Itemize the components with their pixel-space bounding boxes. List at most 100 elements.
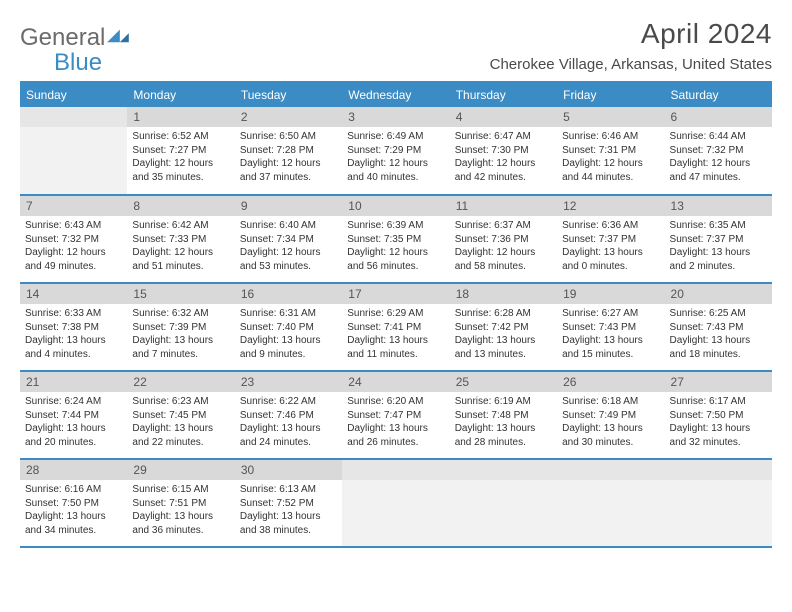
calendar-day-cell: 2Sunrise: 6:50 AMSunset: 7:28 PMDaylight… [235, 107, 342, 195]
calendar-day-cell: 12Sunrise: 6:36 AMSunset: 7:37 PMDayligh… [557, 195, 664, 283]
sunset-line: Sunset: 7:30 PM [455, 144, 552, 158]
daylight-line: Daylight: 13 hours and 20 minutes. [25, 422, 122, 449]
daylight-line: Daylight: 13 hours and 24 minutes. [240, 422, 337, 449]
sunset-line: Sunset: 7:50 PM [670, 409, 767, 423]
sunset-line: Sunset: 7:33 PM [132, 233, 229, 247]
calendar-body: 1Sunrise: 6:52 AMSunset: 7:27 PMDaylight… [20, 107, 772, 547]
calendar-week-row: 21Sunrise: 6:24 AMSunset: 7:44 PMDayligh… [20, 371, 772, 459]
daylight-line: Daylight: 13 hours and 26 minutes. [347, 422, 444, 449]
sunrise-line: Sunrise: 6:17 AM [670, 395, 767, 409]
day-number: 28 [20, 460, 127, 480]
sunrise-line: Sunrise: 6:27 AM [562, 307, 659, 321]
day-number: 7 [20, 196, 127, 216]
calendar-day-cell [450, 459, 557, 547]
weekday-header: Thursday [450, 83, 557, 107]
weekday-header: Monday [127, 83, 234, 107]
calendar-day-cell: 9Sunrise: 6:40 AMSunset: 7:34 PMDaylight… [235, 195, 342, 283]
sunset-line: Sunset: 7:35 PM [347, 233, 444, 247]
sunrise-line: Sunrise: 6:50 AM [240, 130, 337, 144]
daylight-line: Daylight: 12 hours and 56 minutes. [347, 246, 444, 273]
sunset-line: Sunset: 7:38 PM [25, 321, 122, 335]
brand-part2: Blue [54, 49, 102, 77]
day-details: Sunrise: 6:47 AMSunset: 7:30 PMDaylight:… [450, 127, 557, 188]
calendar-day-cell: 23Sunrise: 6:22 AMSunset: 7:46 PMDayligh… [235, 371, 342, 459]
calendar-day-cell: 8Sunrise: 6:42 AMSunset: 7:33 PMDaylight… [127, 195, 234, 283]
sunrise-line: Sunrise: 6:24 AM [25, 395, 122, 409]
sunrise-line: Sunrise: 6:20 AM [347, 395, 444, 409]
day-details: Sunrise: 6:16 AMSunset: 7:50 PMDaylight:… [20, 480, 127, 541]
day-number: 10 [342, 196, 449, 216]
weekday-header: Tuesday [235, 83, 342, 107]
day-number: 23 [235, 372, 342, 392]
sunrise-line: Sunrise: 6:33 AM [25, 307, 122, 321]
calendar-day-cell: 21Sunrise: 6:24 AMSunset: 7:44 PMDayligh… [20, 371, 127, 459]
sunrise-line: Sunrise: 6:13 AM [240, 483, 337, 497]
sunset-line: Sunset: 7:47 PM [347, 409, 444, 423]
day-details: Sunrise: 6:22 AMSunset: 7:46 PMDaylight:… [235, 392, 342, 453]
sunset-line: Sunset: 7:46 PM [240, 409, 337, 423]
daylight-line: Daylight: 13 hours and 18 minutes. [670, 334, 767, 361]
sunrise-line: Sunrise: 6:22 AM [240, 395, 337, 409]
sunrise-line: Sunrise: 6:18 AM [562, 395, 659, 409]
day-details: Sunrise: 6:37 AMSunset: 7:36 PMDaylight:… [450, 216, 557, 277]
sunset-line: Sunset: 7:45 PM [132, 409, 229, 423]
sunset-line: Sunset: 7:51 PM [132, 497, 229, 511]
day-number: 26 [557, 372, 664, 392]
calendar-day-cell: 20Sunrise: 6:25 AMSunset: 7:43 PMDayligh… [665, 283, 772, 371]
sunset-line: Sunset: 7:27 PM [132, 144, 229, 158]
sunset-line: Sunset: 7:52 PM [240, 497, 337, 511]
day-number: 16 [235, 284, 342, 304]
day-number: 9 [235, 196, 342, 216]
weekday-header: Wednesday [342, 83, 449, 107]
day-details: Sunrise: 6:25 AMSunset: 7:43 PMDaylight:… [665, 304, 772, 365]
sunset-line: Sunset: 7:29 PM [347, 144, 444, 158]
day-number: 27 [665, 372, 772, 392]
sunrise-line: Sunrise: 6:42 AM [132, 219, 229, 233]
sunrise-line: Sunrise: 6:46 AM [562, 130, 659, 144]
sunrise-line: Sunrise: 6:49 AM [347, 130, 444, 144]
day-number: 3 [342, 107, 449, 127]
calendar-day-cell: 18Sunrise: 6:28 AMSunset: 7:42 PMDayligh… [450, 283, 557, 371]
sunrise-line: Sunrise: 6:43 AM [25, 219, 122, 233]
day-details: Sunrise: 6:50 AMSunset: 7:28 PMDaylight:… [235, 127, 342, 188]
sunset-line: Sunset: 7:28 PM [240, 144, 337, 158]
sunrise-line: Sunrise: 6:47 AM [455, 130, 552, 144]
day-number: 13 [665, 196, 772, 216]
day-details: Sunrise: 6:44 AMSunset: 7:32 PMDaylight:… [665, 127, 772, 188]
daylight-line: Daylight: 12 hours and 42 minutes. [455, 157, 552, 184]
day-details: Sunrise: 6:18 AMSunset: 7:49 PMDaylight:… [557, 392, 664, 453]
sunset-line: Sunset: 7:34 PM [240, 233, 337, 247]
daylight-line: Daylight: 12 hours and 49 minutes. [25, 246, 122, 273]
day-details: Sunrise: 6:33 AMSunset: 7:38 PMDaylight:… [20, 304, 127, 365]
calendar-day-cell: 28Sunrise: 6:16 AMSunset: 7:50 PMDayligh… [20, 459, 127, 547]
sunset-line: Sunset: 7:44 PM [25, 409, 122, 423]
day-details: Sunrise: 6:28 AMSunset: 7:42 PMDaylight:… [450, 304, 557, 365]
sunrise-line: Sunrise: 6:37 AM [455, 219, 552, 233]
calendar-week-row: 28Sunrise: 6:16 AMSunset: 7:50 PMDayligh… [20, 459, 772, 547]
daylight-line: Daylight: 13 hours and 7 minutes. [132, 334, 229, 361]
sunset-line: Sunset: 7:48 PM [455, 409, 552, 423]
day-number: 17 [342, 284, 449, 304]
sunrise-line: Sunrise: 6:31 AM [240, 307, 337, 321]
calendar-day-cell: 13Sunrise: 6:35 AMSunset: 7:37 PMDayligh… [665, 195, 772, 283]
daylight-line: Daylight: 13 hours and 15 minutes. [562, 334, 659, 361]
day-number: 18 [450, 284, 557, 304]
daylight-line: Daylight: 12 hours and 47 minutes. [670, 157, 767, 184]
daylight-line: Daylight: 13 hours and 36 minutes. [132, 510, 229, 537]
day-details: Sunrise: 6:23 AMSunset: 7:45 PMDaylight:… [127, 392, 234, 453]
month-title: April 2024 [490, 18, 772, 50]
daylight-line: Daylight: 13 hours and 13 minutes. [455, 334, 552, 361]
day-number: 6 [665, 107, 772, 127]
day-details: Sunrise: 6:39 AMSunset: 7:35 PMDaylight:… [342, 216, 449, 277]
calendar-day-cell: 15Sunrise: 6:32 AMSunset: 7:39 PMDayligh… [127, 283, 234, 371]
day-details: Sunrise: 6:43 AMSunset: 7:32 PMDaylight:… [20, 216, 127, 277]
daylight-line: Daylight: 13 hours and 22 minutes. [132, 422, 229, 449]
daylight-line: Daylight: 13 hours and 38 minutes. [240, 510, 337, 537]
logo-mark-icon [107, 26, 129, 44]
day-number: 25 [450, 372, 557, 392]
sunrise-line: Sunrise: 6:19 AM [455, 395, 552, 409]
sunset-line: Sunset: 7:41 PM [347, 321, 444, 335]
day-details: Sunrise: 6:13 AMSunset: 7:52 PMDaylight:… [235, 480, 342, 541]
calendar-day-cell: 11Sunrise: 6:37 AMSunset: 7:36 PMDayligh… [450, 195, 557, 283]
day-number [342, 460, 449, 480]
